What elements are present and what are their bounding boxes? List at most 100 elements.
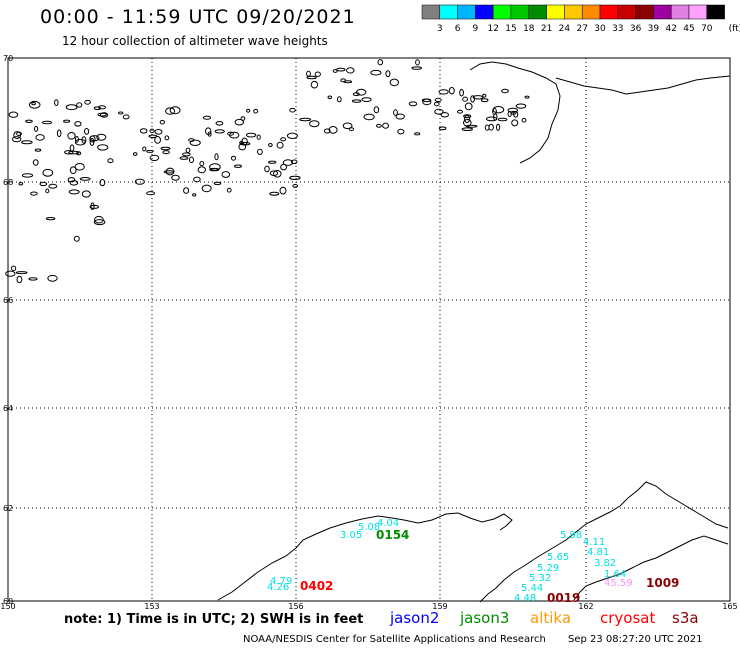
ice-floe <box>74 121 82 127</box>
ice-floe <box>28 100 41 109</box>
ice-floe <box>32 159 39 166</box>
ice-floe <box>482 93 487 98</box>
credit-line: NOAA/NESDIS Center for Satellite Applica… <box>243 634 546 645</box>
ice-floe <box>189 139 201 147</box>
ice-floe <box>310 80 319 89</box>
ice-floe <box>231 155 236 161</box>
coastline-north-east <box>555 75 731 95</box>
coastline-north <box>469 61 561 164</box>
ice-floe <box>146 149 154 153</box>
ice-floe <box>393 109 398 116</box>
colorbar-tick-label: 70 <box>701 24 713 34</box>
ice-floe <box>73 235 80 242</box>
lon-label: 159 <box>432 602 447 611</box>
ice-floe <box>342 122 353 130</box>
ice-floe <box>434 108 444 115</box>
ice-floe <box>209 163 221 171</box>
ice-floe <box>507 107 518 113</box>
ice-floe <box>257 148 263 155</box>
ice-floe <box>279 186 287 195</box>
ice-floe <box>440 112 449 118</box>
map-gridlines <box>8 58 730 601</box>
coastline-kenai <box>573 535 729 601</box>
ice-floe <box>159 119 165 125</box>
ice-floe <box>165 167 175 176</box>
colorbar-tick-label: 45 <box>683 24 694 34</box>
swh-value: 4.04 <box>377 518 399 529</box>
ice-floe <box>11 265 17 272</box>
legend-cryosat: cryosat <box>600 609 656 627</box>
ice-floe <box>31 102 36 106</box>
ice-floe <box>521 117 527 123</box>
ice-floe <box>421 98 432 103</box>
pass-id: 0019 <box>547 591 580 605</box>
ice-floe <box>162 150 170 155</box>
ice-floe <box>68 150 80 155</box>
lon-label: 165 <box>722 602 737 611</box>
ice-floe <box>39 181 48 187</box>
ice-floe <box>411 66 423 70</box>
ice-floe <box>182 152 191 157</box>
ice-floe <box>497 117 508 122</box>
ice-floe <box>457 109 463 114</box>
coastline <box>217 61 731 603</box>
ice-floe <box>64 150 74 155</box>
ice-floe <box>346 67 355 74</box>
ice-floe <box>148 134 158 139</box>
ice-floe <box>269 191 280 196</box>
colorbar-unit: (ft) <box>729 24 740 34</box>
ice-floe <box>89 135 100 142</box>
lon-label: 162 <box>578 602 593 611</box>
swh-value: 3.82 <box>594 558 616 569</box>
ice-floe <box>459 88 465 97</box>
ice-floe <box>48 183 58 189</box>
ice-floe <box>463 114 472 119</box>
ice-floe <box>132 152 138 156</box>
ice-floe <box>81 136 87 144</box>
colorbar-tick-label: 21 <box>541 24 552 34</box>
ice-floe <box>234 118 245 126</box>
ice-floe <box>501 88 509 94</box>
longitude-labels: 150 153 156 159 162 165 <box>0 602 737 611</box>
ice-floe <box>448 87 455 95</box>
lon-label: 153 <box>144 602 159 611</box>
ice-floe <box>226 187 232 193</box>
ice-floe <box>213 181 222 186</box>
ice-floe <box>306 70 311 77</box>
map-frame <box>7 57 731 602</box>
ice-floe <box>221 171 231 178</box>
colorbar-tick-label: 42 <box>665 24 676 34</box>
ice-floe <box>76 102 83 108</box>
ice-floe <box>93 219 106 226</box>
swh-value: 5.65 <box>547 552 569 563</box>
ice-floe <box>84 128 90 135</box>
lat-label: 70 <box>3 54 13 63</box>
ice-floe <box>438 89 449 95</box>
ice-floe <box>280 137 287 142</box>
ice-floe <box>377 59 384 66</box>
ice-floe <box>42 168 54 177</box>
ice-floe <box>289 107 296 113</box>
ice-floe <box>54 99 59 106</box>
ice-floe <box>179 156 189 160</box>
ice-floe <box>122 114 130 120</box>
ice-floe <box>337 96 342 103</box>
ice-floe <box>256 134 261 140</box>
ice-floe <box>74 163 85 171</box>
ice-floe <box>464 102 473 111</box>
ice-floe <box>397 128 405 135</box>
ice-floe <box>389 78 399 87</box>
ice-floe <box>414 132 421 136</box>
ice-floe <box>245 132 257 138</box>
ice-floe <box>373 106 380 114</box>
swh-value: 45.59 <box>604 578 633 589</box>
coastline-south <box>217 512 513 601</box>
swh-value: 5.32 <box>529 573 551 584</box>
ice-floe <box>290 159 298 165</box>
ice-floe <box>299 117 312 122</box>
ice-floe <box>415 59 420 66</box>
ice-floe <box>323 128 331 134</box>
ice-floe <box>289 175 301 180</box>
pass-id: 0154 <box>376 528 409 542</box>
ice-floe <box>239 142 251 146</box>
